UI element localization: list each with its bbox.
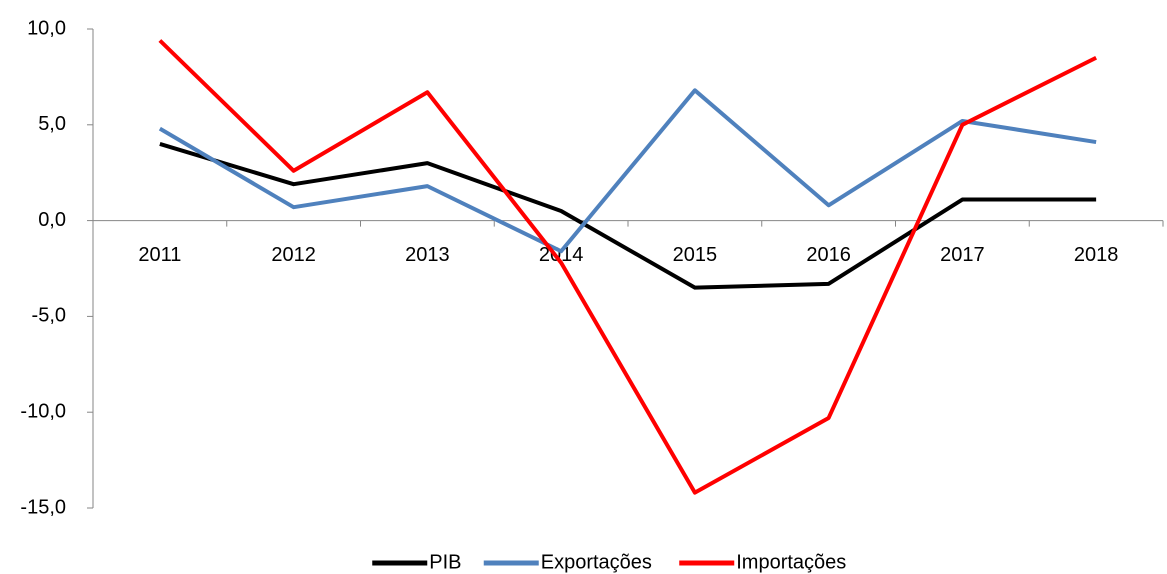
- series-line: [158, 39, 1098, 495]
- x-tick-label: 2013: [405, 244, 450, 266]
- x-tick-label: 2016: [806, 244, 851, 266]
- legend-label: Importações: [736, 551, 846, 573]
- y-tick-label: -15,0: [20, 496, 66, 518]
- legend-label: PIB: [429, 551, 461, 573]
- series-line: [158, 88, 1097, 254]
- x-tick-label: 2015: [673, 244, 718, 266]
- x-tick-label: 2017: [940, 244, 985, 266]
- y-tick-label: -5,0: [32, 305, 66, 327]
- y-tick-label: 10,0: [27, 17, 66, 39]
- y-tick-label: -10,0: [20, 400, 66, 422]
- legend-label: Exportações: [541, 551, 652, 573]
- x-tick-label: 2011: [138, 244, 181, 266]
- x-tick-label: 2012: [271, 244, 316, 266]
- x-tick-label: 2018: [1074, 244, 1119, 266]
- y-tick-label: 0,0: [38, 209, 66, 231]
- series-line: [159, 142, 1097, 290]
- y-tick-label: 5,0: [38, 113, 66, 135]
